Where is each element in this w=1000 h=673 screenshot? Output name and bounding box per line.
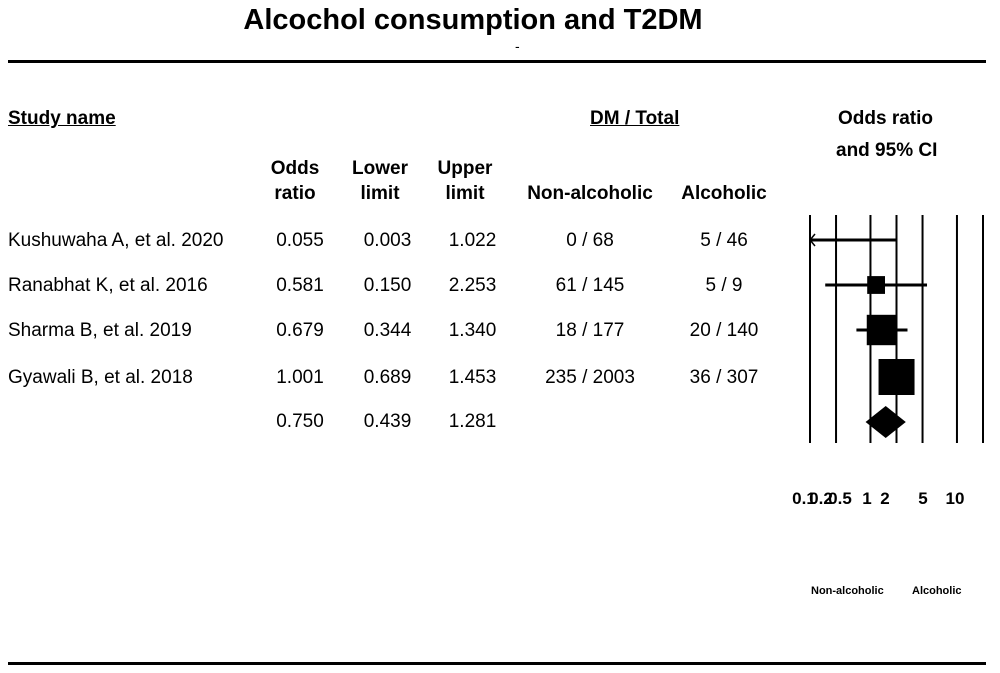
study-name: Ranabhat K, et al. 2016 bbox=[8, 275, 208, 296]
study-name: Sharma B, et al. 2019 bbox=[8, 320, 192, 341]
upper-limit-value: 1.453 bbox=[448, 367, 497, 388]
nonalcoholic-value: 61 / 145 bbox=[555, 275, 625, 296]
nonalcoholic-value: 0 / 68 bbox=[566, 230, 614, 251]
alcoholic-value: 5 / 9 bbox=[705, 275, 743, 296]
lower-limit-value: 0.689 bbox=[363, 367, 412, 388]
bottom-rule bbox=[8, 662, 986, 665]
odds-ratio-value: 0.581 bbox=[276, 275, 324, 296]
study-name: Gyawali B, et al. 2018 bbox=[8, 367, 193, 388]
nonalcoholic-header: Non-alcoholic bbox=[527, 183, 653, 204]
odds-ratio-value: 1.001 bbox=[276, 367, 324, 388]
lower-limit-header-line2: limit bbox=[360, 183, 400, 204]
plot-title-line1: Odds ratio bbox=[838, 108, 934, 129]
summary-upper-limit: 1.281 bbox=[448, 411, 497, 432]
lower-limit-value: 0.344 bbox=[363, 320, 412, 341]
point-estimate bbox=[878, 359, 915, 395]
plot-title-line2: and 95% CI bbox=[836, 140, 938, 161]
upper-limit-header-line1: Upper bbox=[437, 158, 493, 179]
summary-lower-limit: 0.439 bbox=[363, 411, 412, 432]
tick-label: 5 bbox=[918, 489, 927, 508]
summary-odds-ratio: 0.750 bbox=[276, 411, 324, 432]
odds-ratio-header-line1: Odds bbox=[270, 158, 320, 179]
upper-limit-value: 1.022 bbox=[448, 230, 497, 251]
tick-label: 0.5 bbox=[828, 489, 852, 508]
lower-limit-header-line1: Lower bbox=[352, 158, 408, 179]
tick-label: 1 bbox=[862, 489, 871, 508]
alcoholic-header: Alcoholic bbox=[681, 183, 767, 204]
title-mark: - bbox=[515, 38, 520, 54]
footer-right-label: Alcoholic bbox=[912, 585, 962, 597]
upper-limit-header-line2: limit bbox=[445, 183, 485, 204]
alcoholic-value: 36 / 307 bbox=[689, 367, 759, 388]
tick-label: 0.2 bbox=[809, 489, 833, 508]
study-name: Kushuwaha A, et al. 2020 bbox=[8, 230, 224, 251]
tick-label: 0.1 bbox=[792, 489, 816, 508]
tick-label: 10 bbox=[946, 489, 965, 508]
point-estimate bbox=[867, 276, 886, 294]
nonalcoholic-value: 18 / 177 bbox=[555, 320, 625, 341]
odds-ratio-value: 0.679 bbox=[276, 320, 324, 341]
upper-limit-value: 2.253 bbox=[448, 275, 497, 296]
alcoholic-value: 20 / 140 bbox=[689, 320, 759, 341]
lower-limit-header: Lower limit bbox=[340, 156, 420, 206]
odds-ratio-value: 0.055 bbox=[276, 230, 324, 251]
lower-limit-value: 0.003 bbox=[363, 230, 412, 251]
top-rule bbox=[8, 60, 986, 63]
tick-label: 2 bbox=[880, 489, 889, 508]
upper-limit-header: Upper limit bbox=[425, 156, 505, 206]
dm-total-header: DM / Total bbox=[590, 108, 680, 129]
upper-limit-value: 1.340 bbox=[448, 320, 497, 341]
ci-arrow bbox=[809, 233, 816, 247]
chart-title: Alcochol consumption and T2DM bbox=[243, 4, 703, 36]
odds-ratio-header-line2: ratio bbox=[274, 183, 316, 204]
alcoholic-value: 5 / 46 bbox=[700, 230, 748, 251]
study-name-header: Study name bbox=[8, 108, 116, 129]
footer-left-label: Non-alcoholic bbox=[811, 585, 884, 597]
lower-limit-value: 0.150 bbox=[363, 275, 412, 296]
point-estimate bbox=[866, 314, 898, 346]
odds-ratio-header: Odds ratio bbox=[255, 156, 335, 206]
nonalcoholic-value: 235 / 2003 bbox=[545, 367, 635, 388]
summary-diamond bbox=[865, 406, 906, 438]
